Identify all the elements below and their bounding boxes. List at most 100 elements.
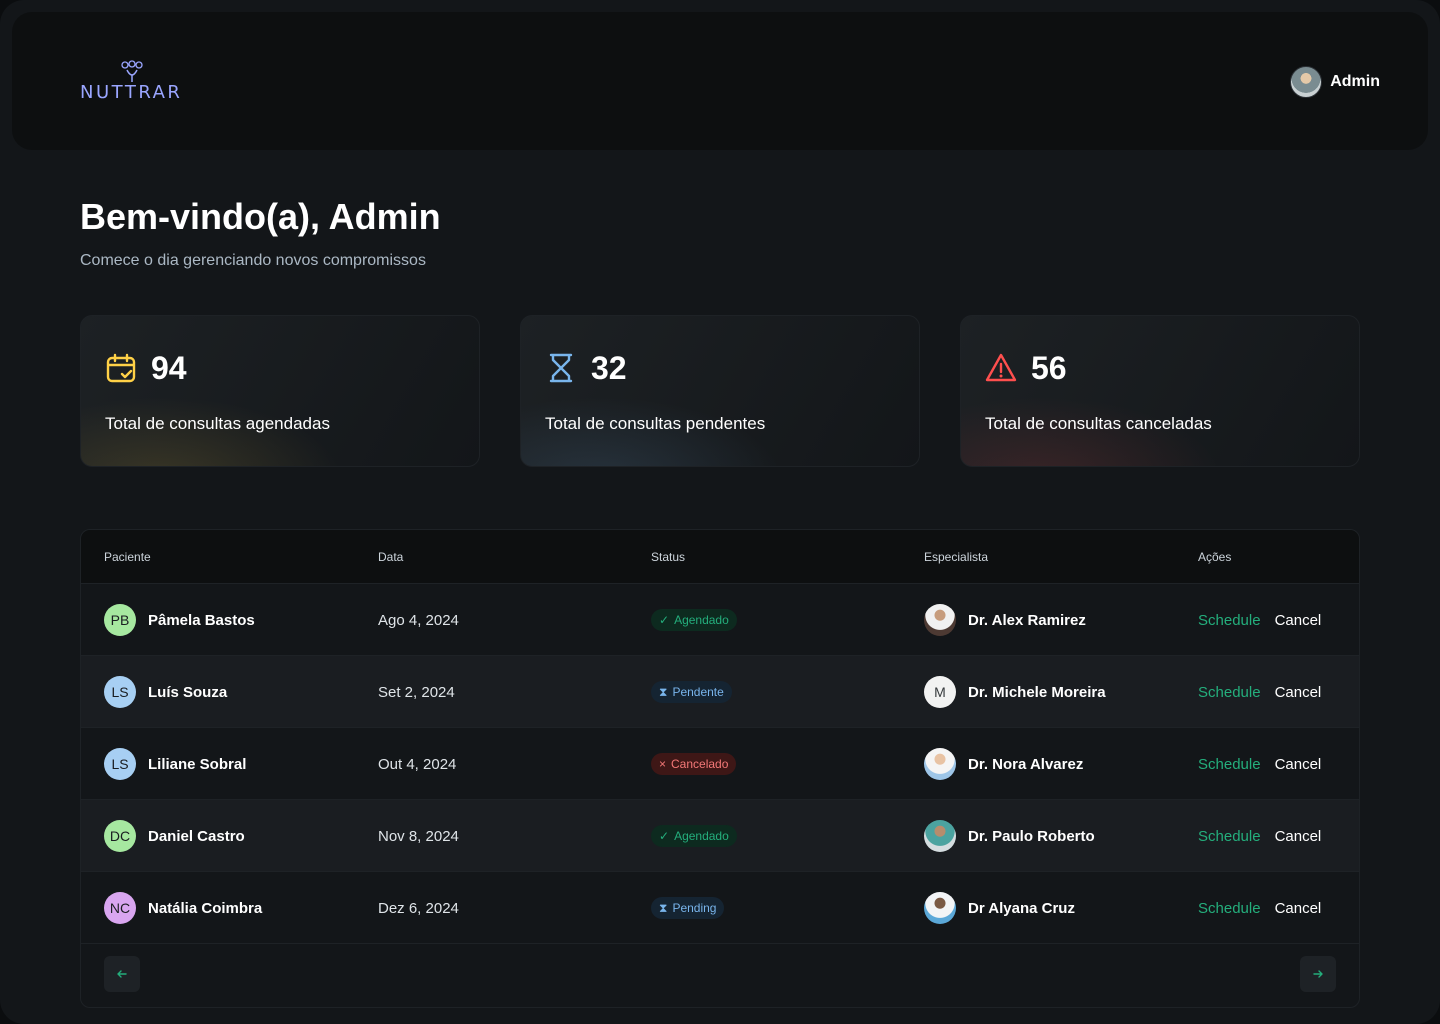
patient-cell: NC Natália Coimbra bbox=[104, 872, 262, 944]
doctor-avatar: M bbox=[924, 676, 956, 708]
column-header-patient: Paciente bbox=[104, 550, 151, 564]
patient-cell: LS Liliane Sobral bbox=[104, 728, 246, 800]
status-badge: ⧗ Pendente bbox=[651, 681, 732, 703]
calendar-check-icon bbox=[106, 353, 136, 383]
arrow-left-icon bbox=[117, 970, 127, 978]
patient-cell: LS Luís Souza bbox=[104, 656, 227, 728]
column-header-date: Data bbox=[378, 550, 404, 564]
avatar[interactable] bbox=[1290, 66, 1323, 98]
user-name: Admin bbox=[1330, 73, 1380, 90]
patient-name: Liliane Sobral bbox=[148, 755, 247, 773]
patient-initials: NC bbox=[104, 892, 136, 924]
patient-initials: LS bbox=[104, 676, 136, 708]
doctor-avatar bbox=[924, 820, 956, 852]
table-row: LS Liliane Sobral Out 4, 2024 × Cancelado… bbox=[81, 728, 1359, 800]
cancel-button[interactable]: Cancel bbox=[1274, 611, 1322, 629]
close-icon: × bbox=[659, 757, 667, 771]
stat-value: 56 bbox=[1031, 350, 1067, 386]
specialist-cell: M Dr. Michele Moreira bbox=[924, 656, 1106, 728]
top-bar: NUTTRAR Admin bbox=[12, 12, 1428, 150]
table-row: DC Daniel Castro Nov 8, 2024 ✓ Agendado D… bbox=[81, 800, 1359, 872]
specialist-cell: Dr. Paulo Roberto bbox=[924, 800, 1095, 872]
hourglass-icon bbox=[549, 353, 573, 383]
actions-cell: Schedule Cancel bbox=[1198, 656, 1321, 728]
stat-card-cancelled: 56 Total de consultas canceladas bbox=[960, 315, 1360, 467]
date-cell: Out 4, 2024 bbox=[378, 755, 457, 773]
patient-initials: PB bbox=[104, 604, 136, 636]
patient-cell: DC Daniel Castro bbox=[104, 800, 245, 872]
doctor-name: Dr. Alex Ramirez bbox=[968, 611, 1086, 629]
column-header-status: Status bbox=[651, 550, 686, 564]
column-header-specialist: Especialista bbox=[924, 550, 989, 564]
patient-initials: DC bbox=[104, 820, 136, 852]
logo-mark-icon bbox=[121, 60, 143, 82]
hourglass-icon: ⧗ bbox=[659, 900, 668, 915]
appointments-table: Paciente Data Status Especialista Ações … bbox=[80, 529, 1360, 1008]
check-icon: ✓ bbox=[659, 829, 670, 843]
status-text: Cancelado bbox=[671, 757, 729, 771]
cancel-button[interactable]: Cancel bbox=[1274, 755, 1322, 773]
check-icon: ✓ bbox=[659, 613, 670, 627]
doctor-avatar bbox=[924, 748, 956, 780]
doctor-name: Dr. Paulo Roberto bbox=[968, 827, 1095, 845]
patient-name: Natália Coimbra bbox=[148, 899, 263, 917]
table-row: PB Pâmela Bastos Ago 4, 2024 ✓ Agendado D… bbox=[81, 584, 1359, 656]
specialist-cell: Dr Alyana Cruz bbox=[924, 872, 1075, 944]
stat-label: Total de consultas pendentes bbox=[545, 414, 766, 433]
doctor-avatar bbox=[924, 604, 956, 636]
date-cell: Dez 6, 2024 bbox=[378, 899, 459, 917]
stat-card-scheduled: 94 Total de consultas agendadas bbox=[80, 315, 480, 467]
status-cell: ⧗ Pendente bbox=[651, 656, 732, 728]
cancel-button[interactable]: Cancel bbox=[1274, 899, 1322, 917]
status-badge: ✓ Agendado bbox=[651, 825, 737, 847]
date-cell: Ago 4, 2024 bbox=[378, 611, 459, 629]
status-text: Agendado bbox=[674, 613, 729, 627]
stat-value: 94 bbox=[151, 350, 187, 386]
date-cell: Nov 8, 2024 bbox=[378, 827, 459, 845]
schedule-button[interactable]: Schedule bbox=[1198, 827, 1261, 845]
cancel-button[interactable]: Cancel bbox=[1274, 827, 1322, 845]
status-text: Agendado bbox=[674, 829, 729, 843]
page-title: Bem-vindo(a), Admin bbox=[80, 196, 441, 237]
logo-text: NUTTRAR bbox=[80, 82, 183, 103]
logo[interactable]: NUTTRAR bbox=[80, 60, 190, 104]
stat-label: Total de consultas canceladas bbox=[985, 414, 1212, 433]
status-badge: ✓ Agendado bbox=[651, 609, 737, 631]
cancel-button[interactable]: Cancel bbox=[1274, 683, 1322, 701]
doctor-name: Dr. Nora Alvarez bbox=[968, 755, 1084, 773]
patient-name: Daniel Castro bbox=[148, 827, 245, 845]
status-badge: × Cancelado bbox=[651, 753, 737, 775]
patient-initials: LS bbox=[104, 748, 136, 780]
arrow-right-icon bbox=[1313, 970, 1323, 978]
table-row: NC Natália Coimbra Dez 6, 2024 ⧗ Pending … bbox=[81, 872, 1359, 944]
doctor-name: Dr. Michele Moreira bbox=[968, 683, 1106, 701]
status-cell: ✓ Agendado bbox=[651, 800, 737, 872]
patient-name: Pâmela Bastos bbox=[148, 611, 255, 629]
stat-value: 32 bbox=[591, 350, 627, 386]
schedule-button[interactable]: Schedule bbox=[1198, 755, 1261, 773]
status-cell: ⧗ Pending bbox=[651, 872, 725, 944]
date-cell: Set 2, 2024 bbox=[378, 683, 455, 701]
doctor-avatar bbox=[924, 892, 956, 924]
status-cell: ✓ Agendado bbox=[651, 584, 737, 656]
actions-cell: Schedule Cancel bbox=[1198, 872, 1321, 944]
warning-triangle-icon bbox=[985, 353, 1017, 382]
actions-cell: Schedule Cancel bbox=[1198, 800, 1321, 872]
schedule-button[interactable]: Schedule bbox=[1198, 683, 1261, 701]
actions-cell: Schedule Cancel bbox=[1198, 584, 1321, 656]
doctor-name: Dr Alyana Cruz bbox=[968, 899, 1075, 917]
prev-page-button[interactable] bbox=[104, 956, 140, 992]
schedule-button[interactable]: Schedule bbox=[1198, 611, 1261, 629]
schedule-button[interactable]: Schedule bbox=[1198, 899, 1261, 917]
specialist-cell: Dr. Alex Ramirez bbox=[924, 584, 1086, 656]
status-badge: ⧗ Pending bbox=[651, 897, 725, 919]
page-subtitle: Comece o dia gerenciando novos compromis… bbox=[80, 252, 426, 269]
user-menu[interactable]: Admin bbox=[1290, 66, 1380, 98]
patient-cell: PB Pâmela Bastos bbox=[104, 584, 255, 656]
next-page-button[interactable] bbox=[1300, 956, 1336, 992]
status-text: Pending bbox=[672, 901, 717, 915]
stat-label: Total de consultas agendadas bbox=[105, 414, 330, 433]
table-row: LS Luís Souza Set 2, 2024 ⧗ Pendente M Dr… bbox=[81, 656, 1359, 728]
specialist-cell: Dr. Nora Alvarez bbox=[924, 728, 1083, 800]
